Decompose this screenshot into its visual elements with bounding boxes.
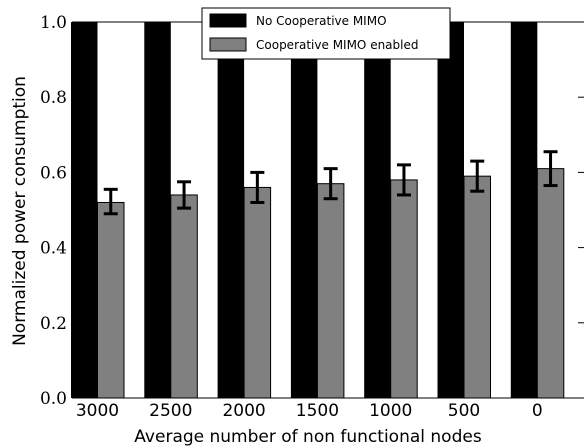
y-tick-label-0.2: 0.2 xyxy=(40,314,67,334)
bar-coop-500 xyxy=(463,175,491,399)
bar-coop-1500 xyxy=(316,183,345,399)
legend-swatch-coop xyxy=(209,37,247,52)
y-axis-title: Normalized power consumption xyxy=(10,76,30,346)
bar-coop-0 xyxy=(536,168,565,399)
x-tick-label-2000: 2000 xyxy=(222,401,265,421)
legend-label-coop: Cooperative MIMO enabled xyxy=(256,38,419,52)
y-tick-label-1.0: 1.0 xyxy=(40,13,67,33)
bar-coop-3000 xyxy=(97,201,125,399)
bar-no-coop-1000 xyxy=(364,22,391,398)
bar-no-coop-0 xyxy=(510,22,538,398)
legend-label-no-coop: No Cooperative MIMO xyxy=(256,14,387,28)
y-tick-label-0.6: 0.6 xyxy=(40,163,67,183)
bar-coop-2000 xyxy=(243,186,272,399)
bar-no-coop-3000 xyxy=(71,22,98,398)
bar-no-coop-2500 xyxy=(144,22,171,398)
bar-no-coop-2000 xyxy=(217,22,245,398)
axes: 3000 2500 2000 1500 1000 500 0 0.0 0.2 0.4 0.6 0.8 1… xyxy=(40,13,584,421)
x-tick-label-500: 500 xyxy=(448,401,480,421)
x-tick-label-0: 0 xyxy=(532,401,543,421)
x-tick-label-1000: 1000 xyxy=(369,401,412,421)
bar-coop-2500 xyxy=(170,194,198,399)
y-tick-label-0.4: 0.4 xyxy=(40,239,67,259)
x-tick-label-1500: 1500 xyxy=(296,401,339,421)
legend: No Cooperative MIMO Cooperative MIMO ena… xyxy=(201,7,451,60)
x-axis-title: Average number of non functional nodes xyxy=(134,427,482,447)
y-tick-label-0.8: 0.8 xyxy=(40,88,67,108)
bar-no-coop-500 xyxy=(437,22,464,398)
bar-coop-1000 xyxy=(390,179,418,399)
legend-swatch-no-coop xyxy=(209,13,247,28)
plot-area xyxy=(71,22,565,399)
x-tick-label-3000: 3000 xyxy=(76,401,119,421)
x-tick-label-2500: 2500 xyxy=(149,401,192,421)
bar-no-coop-1500 xyxy=(290,22,318,398)
y-tick-label-0.0: 0.0 xyxy=(40,389,67,409)
